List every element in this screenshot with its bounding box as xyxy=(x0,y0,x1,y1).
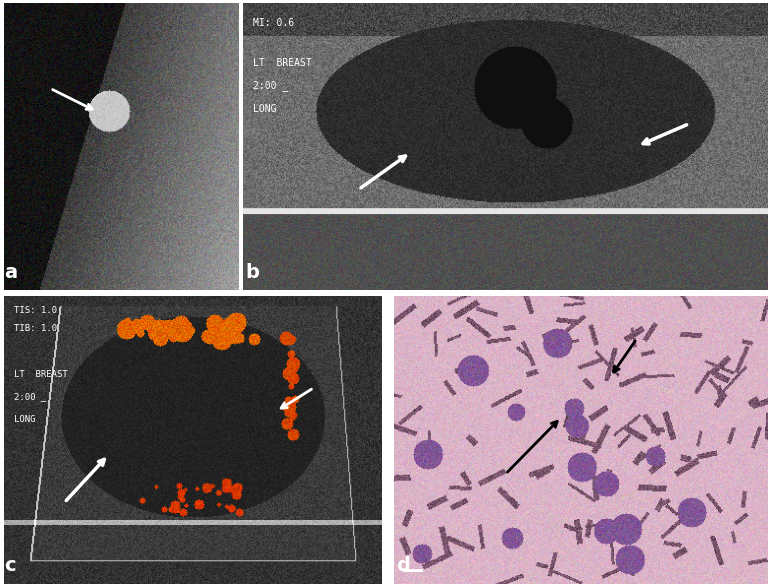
Text: MI: 0.6: MI: 0.6 xyxy=(253,18,294,28)
Text: a: a xyxy=(4,263,17,282)
Text: d: d xyxy=(396,556,410,575)
Text: TIB: 1.0: TIB: 1.0 xyxy=(14,324,57,333)
Text: 2:00 _: 2:00 _ xyxy=(14,393,46,402)
Text: LONG: LONG xyxy=(14,415,36,424)
Text: LT  BREAST: LT BREAST xyxy=(253,58,312,68)
Text: TIS: 1.0: TIS: 1.0 xyxy=(14,306,57,315)
Text: 2:00 _: 2:00 _ xyxy=(253,80,288,91)
Text: LT  BREAST: LT BREAST xyxy=(14,370,67,379)
Text: c: c xyxy=(4,556,15,575)
Text: LONG: LONG xyxy=(253,104,276,114)
Text: b: b xyxy=(245,263,259,282)
